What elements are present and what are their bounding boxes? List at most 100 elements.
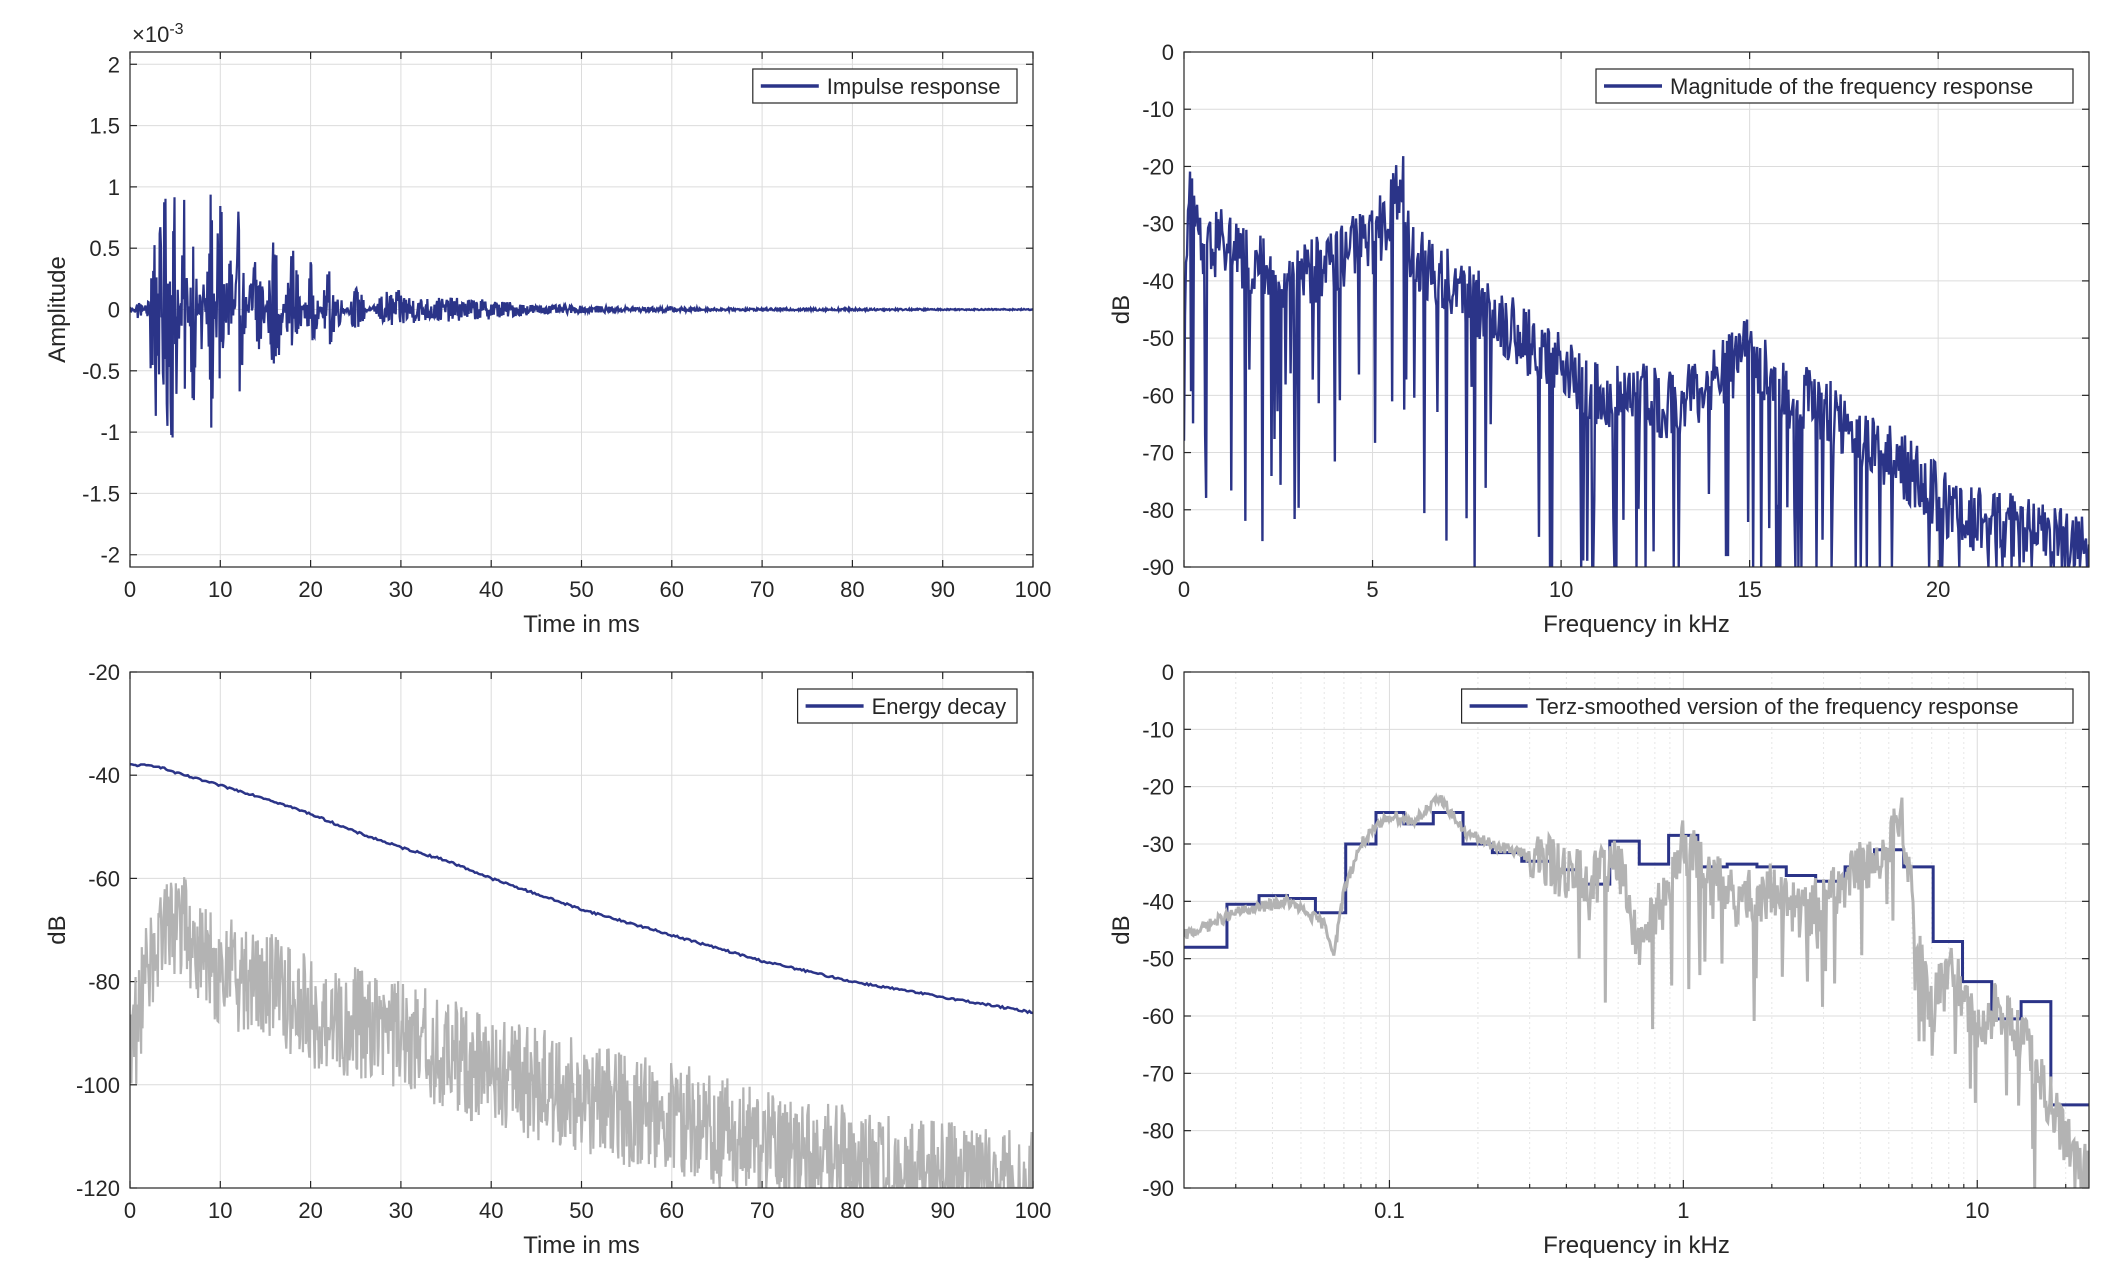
x-tick-label: 10 bbox=[208, 577, 232, 602]
x-tick-label: 0 bbox=[1178, 577, 1190, 602]
y-tick-label: -20 bbox=[1142, 154, 1174, 179]
y-axis-label: dB bbox=[44, 915, 71, 944]
x-tick-label: 30 bbox=[389, 577, 413, 602]
y-tick-label: -80 bbox=[1142, 1119, 1174, 1144]
x-tick-label: 15 bbox=[1737, 577, 1761, 602]
series-impulse-response bbox=[130, 194, 1033, 438]
axes-frame bbox=[129, 671, 1034, 1189]
y-axis-label: dB bbox=[1108, 295, 1135, 324]
y-tick-label: -120 bbox=[76, 1176, 120, 1201]
y-tick-label: -10 bbox=[1142, 97, 1174, 122]
x-tick-label: 20 bbox=[298, 577, 322, 602]
legend-box bbox=[1460, 688, 2074, 724]
x-tick-label: 90 bbox=[930, 577, 954, 602]
x-tick-label: 70 bbox=[750, 1198, 774, 1223]
y-tick-label: 0.5 bbox=[89, 236, 120, 261]
x-tick-label: 100 bbox=[1015, 577, 1052, 602]
y-tick-label: -20 bbox=[1142, 775, 1174, 800]
y-tick-label: -70 bbox=[1142, 441, 1174, 466]
y-tick-label: -1.5 bbox=[82, 481, 120, 506]
legend: Terz-smoothed version of the frequency r… bbox=[1460, 688, 2074, 724]
series-unsmoothed-response bbox=[1184, 792, 2089, 1188]
y-tick-label: 1 bbox=[108, 175, 120, 200]
x-tick-label: 60 bbox=[660, 577, 684, 602]
x-axis-label: Time in ms bbox=[523, 1232, 639, 1259]
y-tick-label: 0 bbox=[108, 298, 120, 323]
series-energy-decay bbox=[130, 763, 1033, 1015]
y-tick-label: -0.5 bbox=[82, 359, 120, 384]
plot-area bbox=[130, 162, 1033, 537]
y-tick-label: -20 bbox=[88, 660, 120, 685]
x-tick-label: 0 bbox=[124, 577, 136, 602]
legend: Energy decay bbox=[796, 688, 1018, 724]
plot-area bbox=[1184, 156, 2089, 567]
chart-panel-2: 0-10-20-30-40-50-60-70-80-900 5 10 15 20Freq… bbox=[1108, 40, 2090, 638]
y-tick-label: -70 bbox=[1142, 1061, 1174, 1086]
axes-frame bbox=[1183, 671, 2090, 1189]
y-tick-label: -2 bbox=[100, 543, 120, 568]
x-axis-label: Frequency in kHz bbox=[1543, 1232, 1730, 1259]
x-tick-label: 40 bbox=[479, 577, 503, 602]
y-tick-label: -60 bbox=[1142, 1004, 1174, 1029]
y-tick-label: 0 bbox=[1162, 40, 1174, 65]
y-tick-label: -60 bbox=[1142, 383, 1174, 408]
y-tick-label: -10 bbox=[1142, 717, 1174, 742]
plot-area bbox=[130, 763, 1033, 1188]
x-tick-label: 70 bbox=[750, 577, 774, 602]
legend: Impulse response bbox=[752, 68, 1018, 104]
x-tick-label: 30 bbox=[389, 1198, 413, 1223]
x-tick-label: 100 bbox=[1015, 1198, 1052, 1223]
y-tick-label: -80 bbox=[88, 970, 120, 995]
x-tick-label: 90 bbox=[930, 1198, 954, 1223]
y-axis-label: dB bbox=[1108, 915, 1135, 944]
y-tick-label: -30 bbox=[1142, 212, 1174, 237]
y-tick-label: -100 bbox=[76, 1073, 120, 1098]
exponent-power: -3 bbox=[169, 21, 183, 38]
y-axis-label: Amplitude bbox=[44, 256, 71, 363]
axes-frame bbox=[1183, 51, 2090, 568]
x-tick-label: 50 bbox=[569, 577, 593, 602]
series-energy-raw bbox=[130, 877, 1033, 1188]
x-axis-label: Frequency in kHz bbox=[1543, 611, 1730, 638]
y-tick-label: -60 bbox=[88, 866, 120, 891]
y-tick-label: -30 bbox=[1142, 832, 1174, 857]
x-tick-label: 80 bbox=[840, 1198, 864, 1223]
series-magnitude-response bbox=[1184, 156, 2089, 567]
x-tick-label: 5 bbox=[1366, 577, 1378, 602]
legend-label: Impulse response bbox=[827, 74, 1001, 99]
series-terz-smoothed bbox=[1184, 810, 2089, 1107]
axis-exponent-label: ×10-3 bbox=[132, 21, 184, 47]
axes-frame bbox=[129, 51, 1034, 568]
y-tick-label: 2 bbox=[108, 52, 120, 77]
y-tick-label: 1.5 bbox=[89, 114, 120, 139]
x-tick-label: 20 bbox=[298, 1198, 322, 1223]
chart-panel-1: 21.510.50-0.5-1-1.5-20 10 20 30 40 50 60 70 80 90… bbox=[44, 21, 1051, 638]
legend-box bbox=[1595, 68, 2074, 104]
plot-area bbox=[1184, 792, 2089, 1188]
y-tick-label: -40 bbox=[88, 763, 120, 788]
y-tick-label: -50 bbox=[1142, 947, 1174, 972]
x-tick-label: 1 bbox=[1677, 1198, 1689, 1223]
legend-label: Energy decay bbox=[872, 694, 1007, 719]
x-tick-label: 10 bbox=[1549, 577, 1573, 602]
x-tick-label: 50 bbox=[569, 1198, 593, 1223]
x-tick-label: 0.1 bbox=[1374, 1198, 1405, 1223]
y-tick-label: -90 bbox=[1142, 1176, 1174, 1201]
x-axis-label: Time in ms bbox=[523, 611, 639, 638]
x-tick-label: 80 bbox=[840, 577, 864, 602]
x-tick-label: 10 bbox=[208, 1198, 232, 1223]
x-tick-label: 20 bbox=[1926, 577, 1950, 602]
legend-label: Magnitude of the frequency response bbox=[1670, 74, 2033, 99]
x-tick-label: 10 bbox=[1965, 1198, 1989, 1223]
legend-label: Terz-smoothed version of the frequency r… bbox=[1536, 694, 2019, 719]
exponent-base: ×10 bbox=[132, 22, 169, 47]
x-tick-label: 40 bbox=[479, 1198, 503, 1223]
y-tick-label: -90 bbox=[1142, 555, 1174, 580]
y-tick-label: -1 bbox=[100, 420, 120, 445]
x-tick-label: 60 bbox=[660, 1198, 684, 1223]
chart-panel-4: 0 -10 -20 -30 -40 -50 -60 -70 -80 -90 0.1 1 10 Freque… bbox=[1108, 660, 2090, 1259]
x-tick-label: 0 bbox=[124, 1198, 136, 1223]
y-tick-label: -80 bbox=[1142, 498, 1174, 523]
legend: Magnitude of the frequency response bbox=[1595, 68, 2074, 104]
